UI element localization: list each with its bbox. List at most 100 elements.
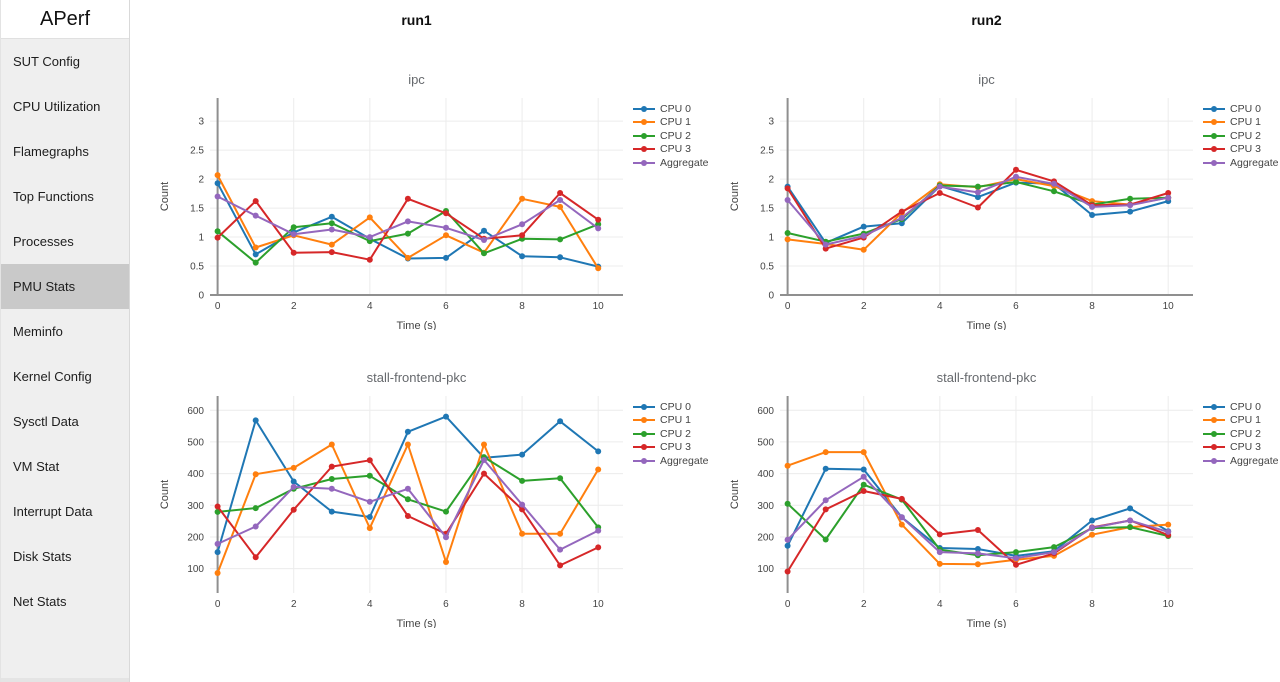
legend-item-cpu-1[interactable]: CPU 1	[633, 414, 708, 428]
sidebar-item-disk-stats[interactable]: Disk Stats	[13, 549, 72, 564]
legend-item-aggregate[interactable]: Aggregate	[1203, 156, 1278, 170]
legend-item-aggregate[interactable]: Aggregate	[633, 454, 708, 468]
chart-canvas-run1-ipc[interactable]: 0 0.5 1 1.5 2 2.5 3 0 2 4 6 8 10 Time (s) Count	[155, 90, 703, 330]
data-point-aggregate	[860, 232, 867, 239]
x-tick-label: 8	[519, 599, 525, 610]
legend-line-icon	[1203, 145, 1225, 153]
legend-item-cpu-3[interactable]: CPU 3	[1203, 441, 1278, 455]
sidebar-item-sysctl-data[interactable]: Sysctl Data	[13, 414, 79, 429]
legend-item-cpu-0[interactable]: CPU 0	[633, 102, 708, 116]
x-tick-label: 8	[1089, 301, 1095, 312]
data-point-cpu-1	[822, 449, 829, 456]
data-point-cpu-1	[1165, 521, 1172, 528]
data-point-cpu-0	[1089, 212, 1096, 218]
data-point-aggregate	[519, 221, 526, 228]
sidebar-item-sut-config[interactable]: SUT Config	[13, 54, 80, 69]
legend-item-aggregate[interactable]: Aggregate	[633, 156, 708, 170]
sidebar-item-vm-stat[interactable]: VM Stat	[13, 459, 60, 474]
data-point-cpu-1	[860, 246, 867, 253]
legend-line-icon	[633, 403, 655, 411]
data-point-cpu-1	[519, 195, 526, 202]
sidebar-item-top-functions[interactable]: Top Functions	[13, 189, 94, 204]
sidebar-item-meminfo[interactable]: Meminfo	[13, 324, 63, 339]
legend-label: CPU 2	[1230, 129, 1261, 142]
data-point-cpu-2	[290, 224, 297, 231]
data-point-aggregate	[860, 473, 867, 480]
legend-label: Aggregate	[660, 454, 709, 467]
data-point-cpu-1	[252, 244, 259, 251]
chart-canvas-run2-stall-frontend-pkc[interactable]: 100 200 300 400 500 600 0 2 4 6 8 10 Time (s) Count	[725, 388, 1273, 628]
sidebar-item-cpu-utilization[interactable]: CPU Utilization	[13, 99, 101, 114]
x-tick-label: 6	[443, 301, 449, 312]
legend-label: CPU 0	[660, 102, 691, 115]
legend-line-icon	[1203, 105, 1225, 113]
sidebar-item-net-stats[interactable]: Net Stats	[13, 594, 67, 609]
data-point-aggregate	[366, 234, 373, 241]
data-point-cpu-2	[252, 259, 259, 266]
legend-line-icon	[633, 105, 655, 113]
data-point-aggregate	[1013, 555, 1019, 562]
legend-line-icon	[633, 132, 655, 140]
y-tick-label: 0	[198, 291, 204, 302]
data-point-aggregate	[822, 497, 829, 504]
legend-label: Aggregate	[1230, 156, 1279, 169]
sidebar-item-interrupt-data[interactable]: Interrupt Data	[13, 504, 93, 519]
y-tick-label: 1.5	[760, 204, 774, 215]
data-point-cpu-2	[1013, 179, 1019, 185]
series-line-cpu-3	[216, 459, 599, 567]
legend-item-cpu-1[interactable]: CPU 1	[1203, 414, 1278, 428]
data-point-cpu-1	[898, 521, 905, 528]
legend-run2-stall-frontend-pkc: CPU 0 CPU 1 CPU 2 CPU 3 Aggregate	[1203, 400, 1278, 468]
series-aggregate	[214, 457, 602, 553]
series-line-cpu-2	[786, 483, 1169, 557]
legend-label: CPU 3	[1230, 143, 1261, 156]
y-tick-label: 400	[187, 469, 204, 480]
data-point-cpu-0	[860, 223, 867, 230]
data-point-cpu-2	[1127, 195, 1134, 202]
legend-item-cpu-3[interactable]: CPU 3	[633, 441, 708, 455]
data-point-cpu-2	[443, 508, 449, 515]
data-point-cpu-2	[822, 536, 829, 543]
legend-item-cpu-1[interactable]: CPU 1	[1203, 116, 1278, 130]
chart-canvas-run1-stall-frontend-pkc[interactable]: 100 200 300 400 500 600 0 2 4 6 8 10 Time (s) Count	[155, 388, 703, 628]
data-point-aggregate	[974, 189, 981, 196]
legend-item-cpu-1[interactable]: CPU 1	[633, 116, 708, 130]
legend-item-cpu-3[interactable]: CPU 3	[633, 143, 708, 157]
legend-item-cpu-3[interactable]: CPU 3	[1203, 143, 1278, 157]
sidebar-item-flamegraphs[interactable]: Flamegraphs	[13, 144, 89, 159]
legend-run1-ipc: CPU 0 CPU 1 CPU 2 CPU 3 Aggregate	[633, 102, 708, 170]
x-tick-label: 8	[519, 301, 525, 312]
data-point-cpu-3	[1165, 190, 1172, 196]
data-point-cpu-1	[974, 561, 981, 568]
legend-item-cpu-0[interactable]: CPU 0	[1203, 102, 1278, 116]
data-point-aggregate	[1051, 549, 1057, 556]
sidebar-item-kernel-config[interactable]: Kernel Config	[13, 369, 92, 384]
data-point-cpu-3	[974, 204, 981, 211]
legend-label: CPU 2	[660, 129, 691, 142]
legend-item-cpu-2[interactable]: CPU 2	[1203, 427, 1278, 441]
legend-item-cpu-2[interactable]: CPU 2	[1203, 129, 1278, 143]
chart-canvas-run2-ipc[interactable]: 0 0.5 1 1.5 2 2.5 3 0 2 4 6 8 10 Time (s) Count	[725, 90, 1273, 330]
legend-item-cpu-0[interactable]: CPU 0	[1203, 400, 1278, 414]
legend-line-icon	[1203, 403, 1225, 411]
sidebar-item-pmu-stats[interactable]: PMU Stats	[1, 264, 129, 309]
data-point-cpu-0	[557, 418, 564, 425]
sidebar-item-processes[interactable]: Processes	[13, 234, 74, 249]
legend-item-cpu-0[interactable]: CPU 0	[633, 400, 708, 414]
y-tick-label: 3	[198, 117, 204, 128]
data-point-cpu-1	[366, 214, 373, 221]
legend-item-cpu-2[interactable]: CPU 2	[633, 427, 708, 441]
x-tick-label: 4	[367, 301, 373, 312]
y-tick-label: 0	[768, 291, 774, 302]
series-aggregate	[214, 193, 602, 243]
data-point-aggregate	[1127, 517, 1134, 524]
legend-line-icon	[633, 118, 655, 126]
data-point-cpu-3	[822, 506, 829, 513]
data-point-cpu-3	[860, 488, 867, 494]
legend-label: CPU 0	[1230, 102, 1261, 115]
legend-item-aggregate[interactable]: Aggregate	[1203, 454, 1278, 468]
legend-item-cpu-2[interactable]: CPU 2	[633, 129, 708, 143]
y-tick-label: 500	[757, 437, 774, 448]
data-point-aggregate	[252, 523, 259, 530]
legend-label: Aggregate	[660, 156, 709, 169]
